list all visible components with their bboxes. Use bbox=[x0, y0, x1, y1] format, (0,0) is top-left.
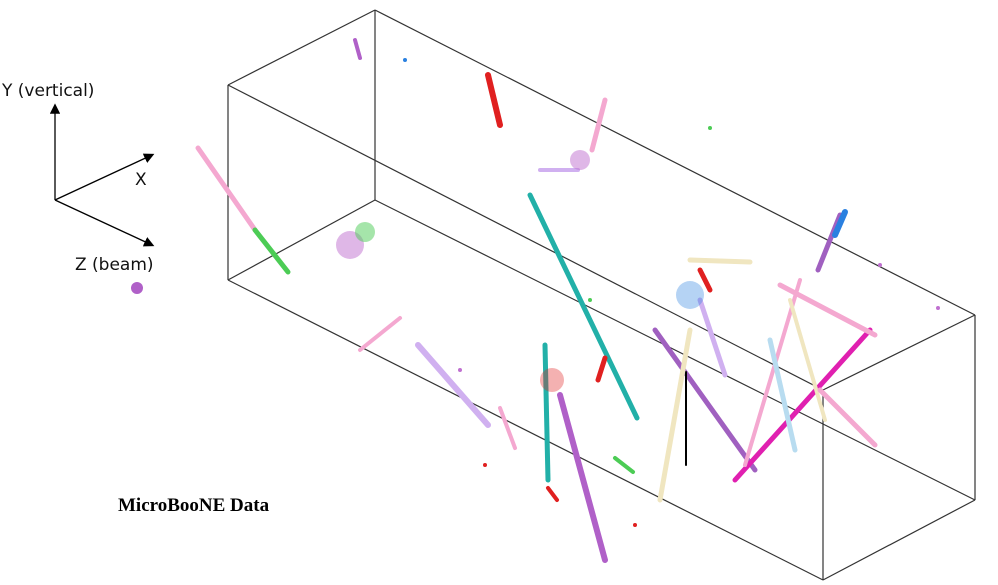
blob bbox=[131, 282, 143, 294]
tracks bbox=[198, 40, 875, 560]
z-axis-arrow bbox=[55, 200, 152, 245]
detector-box bbox=[228, 10, 975, 580]
x-axis-label: X bbox=[135, 170, 147, 190]
y-axis-label: Y (vertical) bbox=[1, 81, 94, 101]
event-display: Y (vertical) X Z (beam) bbox=[0, 0, 998, 585]
hit-clusters bbox=[336, 58, 940, 527]
z-axis-label: Z (beam) bbox=[75, 255, 154, 275]
caption: MicroBooNE Data bbox=[118, 495, 270, 516]
